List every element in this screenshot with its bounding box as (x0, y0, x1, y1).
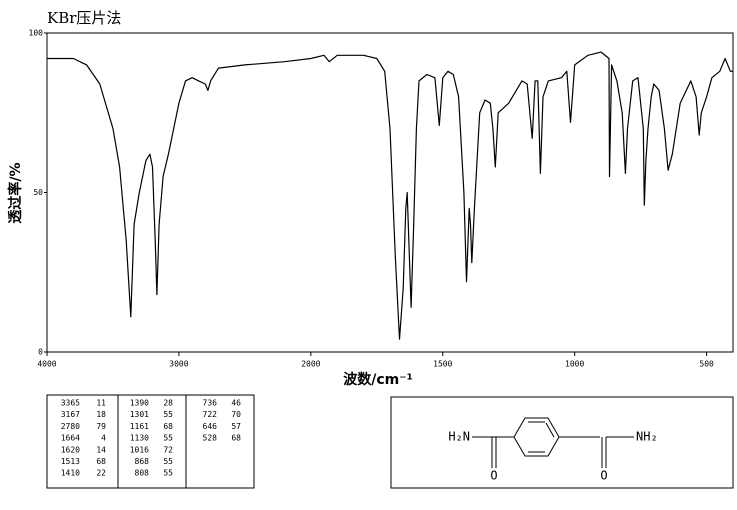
structure-frame (390, 396, 734, 489)
peak-transmittance: 55 (163, 469, 173, 478)
peak-wavenumber: 1513 (61, 457, 80, 466)
peak-transmittance: 55 (163, 434, 173, 443)
x-tick-label: 500 (699, 360, 714, 369)
peak-transmittance: 79 (96, 422, 106, 431)
spectrum-line (47, 51, 733, 340)
peak-transmittance: 68 (231, 434, 241, 443)
x-axis-label: 波数/cm⁻¹ (343, 371, 413, 388)
y-tick-label: 100 (29, 29, 44, 38)
peak-wavenumber: 736 (203, 399, 218, 408)
plot-frame (46, 32, 734, 353)
peak-wavenumber: 1410 (61, 469, 80, 478)
peak-wavenumber: 1390 (130, 399, 149, 408)
y-tick-label: 50 (33, 188, 43, 197)
structure-bonds (472, 417, 634, 468)
peak-transmittance: 28 (163, 399, 173, 408)
peak-transmittance: 55 (163, 457, 173, 466)
x-tick-label: 1000 (565, 360, 584, 369)
chart-title: KBr压片法 (47, 9, 121, 27)
y-axis-label: 透过率/% (7, 162, 24, 223)
peak-transmittance: 70 (231, 410, 241, 419)
structure-label: H₂N (448, 430, 470, 444)
y-tick-label: 0 (38, 348, 43, 357)
peak-table-frame (46, 394, 255, 489)
x-tick-label: 1500 (433, 360, 452, 369)
peak-wavenumber: 868 (135, 457, 150, 466)
peak-transmittance: 55 (163, 410, 173, 419)
x-tick-label: 2000 (301, 360, 320, 369)
peak-wavenumber: 1620 (61, 445, 80, 454)
peak-transmittance: 14 (96, 445, 106, 454)
peak-wavenumber: 1161 (130, 422, 149, 431)
peak-wavenumber: 3365 (61, 399, 80, 408)
peak-transmittance: 57 (231, 422, 241, 431)
peak-transmittance: 11 (96, 399, 106, 408)
peak-transmittance: 68 (163, 422, 173, 431)
peak-transmittance: 68 (96, 457, 106, 466)
structure-label: O (490, 469, 497, 483)
peak-wavenumber: 1301 (130, 410, 149, 419)
peak-wavenumber: 722 (203, 410, 218, 419)
peak-wavenumber: 646 (203, 422, 218, 431)
peak-transmittance: 22 (96, 469, 106, 478)
peak-wavenumber: 3167 (61, 410, 80, 419)
peak-transmittance: 72 (163, 445, 173, 454)
peak-wavenumber: 1130 (130, 434, 149, 443)
x-tick-label: 4000 (37, 360, 56, 369)
structure-label: O (600, 469, 607, 483)
peak-transmittance: 4 (101, 434, 106, 443)
peak-transmittance: 18 (96, 410, 106, 419)
peak-wavenumber: 808 (135, 469, 150, 478)
peak-wavenumber: 1664 (61, 434, 80, 443)
peak-wavenumber: 2780 (61, 422, 80, 431)
peak-transmittance: 46 (231, 399, 241, 408)
peak-wavenumber: 528 (203, 434, 218, 443)
x-tick-label: 3000 (169, 360, 188, 369)
peak-wavenumber: 1016 (130, 445, 149, 454)
structure-label: NH₂ (636, 430, 658, 444)
